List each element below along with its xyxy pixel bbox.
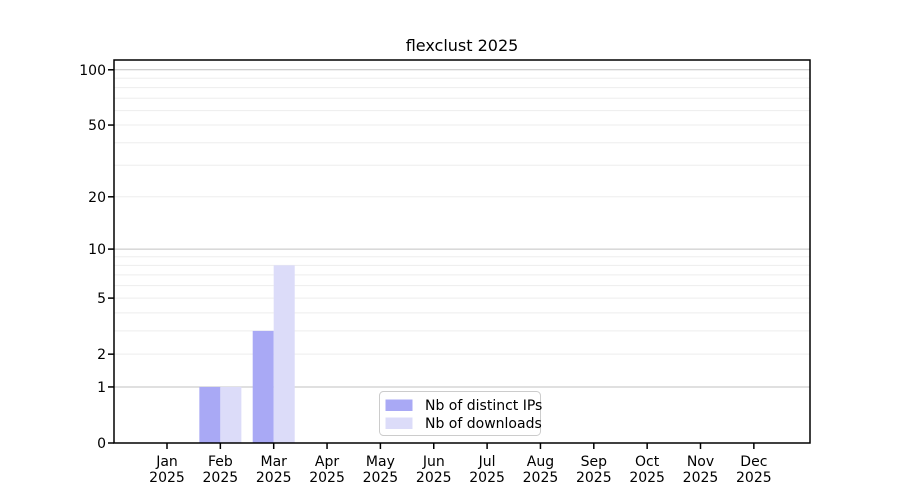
x-tick-label-year-jul: 2025 bbox=[469, 470, 505, 486]
y-tick-label-5: 5 bbox=[97, 291, 106, 307]
y-tick-label-0: 0 bbox=[97, 436, 106, 452]
y-tick-label-10: 10 bbox=[88, 242, 106, 258]
x-tick-label-month-jun: Jun bbox=[422, 454, 445, 470]
y-tick-label-2: 2 bbox=[97, 347, 106, 363]
axes-frame bbox=[113, 59, 811, 444]
legend-label-distinct-ips: Nb of distinct IPs bbox=[425, 398, 542, 414]
x-tick-label-year-oct: 2025 bbox=[629, 470, 665, 486]
x-tick-label-month-aug: Aug bbox=[527, 454, 554, 470]
x-tick-label-month-jul: Jul bbox=[478, 454, 496, 470]
legend-swatch-downloads bbox=[385, 417, 413, 429]
x-tick-label-year-sep: 2025 bbox=[576, 470, 612, 486]
x-tick-label-year-mar: 2025 bbox=[256, 470, 292, 486]
chart-title: flexclust 2025 bbox=[406, 36, 519, 55]
x-tick-label-month-sep: Sep bbox=[581, 454, 608, 470]
legend-box bbox=[379, 391, 541, 436]
x-tick-label-year-may: 2025 bbox=[363, 470, 399, 486]
x-tick-label-year-aug: 2025 bbox=[523, 470, 559, 486]
legend-swatch-distinct-ips bbox=[385, 399, 413, 411]
x-tick-label-year-nov: 2025 bbox=[683, 470, 719, 486]
x-tick-label-month-may: May bbox=[366, 454, 395, 470]
y-tick-label-50: 50 bbox=[88, 118, 106, 134]
x-tick-label-month-jan: Jan bbox=[155, 454, 178, 470]
x-tick-label-year-dec: 2025 bbox=[736, 470, 772, 486]
legend: Nb of distinct IPs Nb of downloads bbox=[379, 391, 542, 436]
x-tick-label-month-dec: Dec bbox=[740, 454, 767, 470]
bar-nb-of-distinct-ips-mar bbox=[252, 330, 274, 443]
y-tick-label-20: 20 bbox=[88, 190, 106, 206]
y-tick-label-100: 100 bbox=[79, 63, 106, 79]
x-tick-label-year-jan: 2025 bbox=[149, 470, 185, 486]
bar-nb-of-downloads-feb bbox=[220, 386, 242, 443]
x-tick-label-month-mar: Mar bbox=[260, 454, 287, 470]
x-tick-label-month-feb: Feb bbox=[208, 454, 233, 470]
bar-nb-of-distinct-ips-feb bbox=[199, 386, 221, 443]
y-tick-label-1: 1 bbox=[97, 380, 106, 396]
x-tick-label-month-nov: Nov bbox=[687, 454, 714, 470]
plot-area: 0125102050100Jan2025Feb2025Mar2025Apr202… bbox=[79, 59, 811, 486]
x-tick-label-year-feb: 2025 bbox=[203, 470, 239, 486]
x-tick-label-year-jun: 2025 bbox=[416, 470, 452, 486]
x-tick-label-year-apr: 2025 bbox=[309, 470, 345, 486]
x-tick-label-month-apr: Apr bbox=[315, 454, 339, 470]
x-tick-label-month-oct: Oct bbox=[635, 454, 660, 470]
bar-nb-of-downloads-mar bbox=[273, 265, 295, 443]
legend-label-downloads: Nb of downloads bbox=[425, 416, 542, 432]
